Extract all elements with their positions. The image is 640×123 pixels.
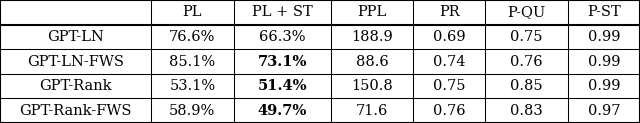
Text: GPT-Rank-FWS: GPT-Rank-FWS [19,104,132,118]
Text: GPT-LN-FWS: GPT-LN-FWS [27,54,124,69]
Text: 58.9%: 58.9% [169,104,216,118]
Text: PPL: PPL [358,5,387,19]
Text: 0.97: 0.97 [588,104,620,118]
Text: 0.99: 0.99 [588,79,620,93]
Text: PR: PR [439,5,460,19]
Text: 0.99: 0.99 [588,30,620,44]
Text: 85.1%: 85.1% [170,54,216,69]
Text: 51.4%: 51.4% [257,79,307,93]
Text: 188.9: 188.9 [351,30,393,44]
Text: 71.6: 71.6 [356,104,388,118]
Text: 73.1%: 73.1% [257,54,307,69]
Text: 0.83: 0.83 [510,104,543,118]
Text: 53.1%: 53.1% [170,79,216,93]
Text: 0.75: 0.75 [433,79,466,93]
Text: 66.3%: 66.3% [259,30,305,44]
Text: 88.6: 88.6 [356,54,388,69]
Text: GPT-LN: GPT-LN [47,30,104,44]
Text: 0.76: 0.76 [433,104,466,118]
Text: P-ST: P-ST [587,5,621,19]
Text: GPT-Rank: GPT-Rank [39,79,112,93]
Text: P-QU: P-QU [508,5,546,19]
Text: PL + ST: PL + ST [252,5,312,19]
Text: PL: PL [182,5,202,19]
Text: 150.8: 150.8 [351,79,393,93]
Text: 0.75: 0.75 [511,30,543,44]
Text: 76.6%: 76.6% [169,30,216,44]
Text: 0.76: 0.76 [511,54,543,69]
Text: 49.7%: 49.7% [257,104,307,118]
Text: 0.74: 0.74 [433,54,466,69]
Text: 0.85: 0.85 [511,79,543,93]
Text: 0.99: 0.99 [588,54,620,69]
Text: 0.69: 0.69 [433,30,466,44]
